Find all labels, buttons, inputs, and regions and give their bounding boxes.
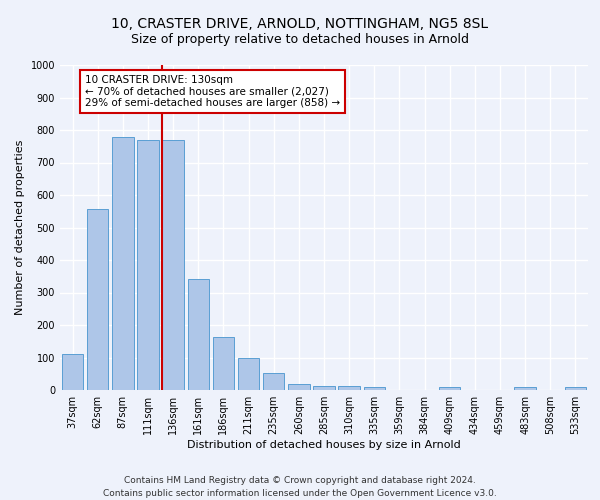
- Bar: [137, 140, 158, 390]
- Bar: [313, 386, 335, 390]
- Bar: [338, 386, 360, 390]
- Bar: [288, 384, 310, 390]
- Text: 10, CRASTER DRIVE, ARNOLD, NOTTINGHAM, NG5 8SL: 10, CRASTER DRIVE, ARNOLD, NOTTINGHAM, N…: [112, 18, 488, 32]
- Text: Contains HM Land Registry data © Crown copyright and database right 2024.
Contai: Contains HM Land Registry data © Crown c…: [103, 476, 497, 498]
- Y-axis label: Number of detached properties: Number of detached properties: [15, 140, 25, 315]
- Bar: [238, 358, 259, 390]
- X-axis label: Distribution of detached houses by size in Arnold: Distribution of detached houses by size …: [187, 440, 461, 450]
- Bar: [213, 337, 234, 390]
- Bar: [188, 278, 209, 390]
- Bar: [163, 140, 184, 390]
- Bar: [514, 388, 536, 390]
- Text: Size of property relative to detached houses in Arnold: Size of property relative to detached ho…: [131, 32, 469, 46]
- Bar: [62, 354, 83, 390]
- Text: 10 CRASTER DRIVE: 130sqm
← 70% of detached houses are smaller (2,027)
29% of sem: 10 CRASTER DRIVE: 130sqm ← 70% of detach…: [85, 74, 340, 108]
- Bar: [439, 388, 460, 390]
- Bar: [565, 388, 586, 390]
- Bar: [364, 387, 385, 390]
- Bar: [87, 208, 109, 390]
- Bar: [112, 137, 134, 390]
- Bar: [263, 373, 284, 390]
